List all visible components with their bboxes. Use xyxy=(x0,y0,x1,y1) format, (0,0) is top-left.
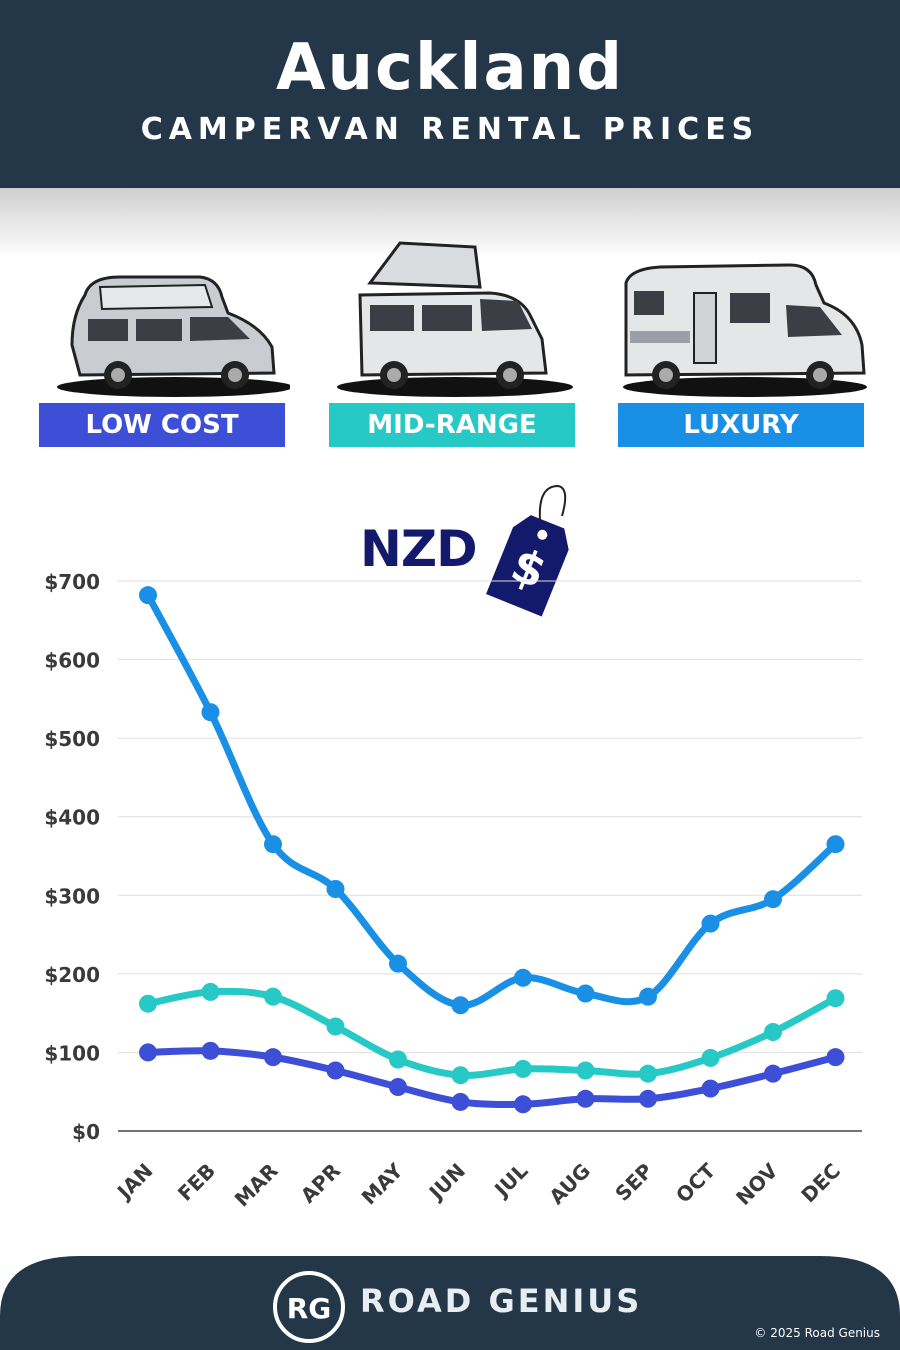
x-tick-label: DEC xyxy=(796,1159,845,1208)
y-tick-label: $600 xyxy=(44,649,100,673)
data-point xyxy=(389,1050,407,1069)
y-tick-label: $300 xyxy=(44,884,100,908)
currency-label: NZD xyxy=(360,520,478,578)
badge-mid-range-label: MID-RANGE xyxy=(367,410,537,440)
page-subtitle: CAMPERVAN RENTAL PRICES xyxy=(140,112,760,147)
y-tick-label: $500 xyxy=(44,727,100,751)
data-point xyxy=(701,1079,720,1098)
x-tick-label: AUG xyxy=(544,1159,595,1210)
data-point xyxy=(451,996,470,1015)
data-point xyxy=(576,1061,595,1080)
y-tick-label: $100 xyxy=(44,1041,100,1065)
footer-brand: ROAD GENIUS xyxy=(360,1282,643,1320)
x-tick-label: JUL xyxy=(488,1158,532,1202)
data-point xyxy=(514,1095,532,1114)
badge-low-cost-label: LOW COST xyxy=(85,410,239,440)
series-line-luxury xyxy=(144,591,839,1009)
data-point xyxy=(201,982,220,1001)
footer-banner xyxy=(0,1256,900,1350)
price-tag-icon: $ xyxy=(486,484,569,617)
badge-low-cost: LOW COST xyxy=(39,403,285,447)
y-tick-label: $400 xyxy=(44,806,100,830)
data-point xyxy=(139,994,157,1013)
data-point xyxy=(701,1048,720,1067)
data-point xyxy=(201,703,220,722)
data-point xyxy=(139,1043,157,1062)
data-point xyxy=(576,984,595,1003)
data-point xyxy=(139,586,157,605)
x-tick-label: FEB xyxy=(173,1159,220,1206)
logo-text: RG xyxy=(287,1292,332,1325)
y-tick-label: $700 xyxy=(44,570,100,594)
luxury-motorhome-icon xyxy=(623,263,867,397)
series-line-low-cost xyxy=(144,1047,839,1109)
series-line-mid-range xyxy=(144,987,839,1079)
data-point xyxy=(264,835,282,854)
data-point xyxy=(326,1061,345,1080)
data-point xyxy=(264,1048,282,1067)
data-point xyxy=(639,1064,657,1083)
price-line-chart: $0 $100 $200 $300 $400 $500 $600 $700 JAN FEB MAR… xyxy=(44,570,862,1212)
x-tick-label: MAY xyxy=(357,1158,408,1209)
data-point xyxy=(639,1089,657,1108)
data-point xyxy=(514,968,532,987)
data-point xyxy=(826,1048,845,1067)
data-point xyxy=(201,1041,220,1060)
x-tick-label: SEP xyxy=(610,1159,657,1206)
mid-range-van-icon xyxy=(337,241,573,397)
data-point xyxy=(764,1064,782,1083)
x-tick-label: NOV xyxy=(731,1158,783,1210)
data-point xyxy=(326,880,345,898)
data-point xyxy=(264,987,282,1006)
x-tick-label: MAR xyxy=(230,1159,283,1212)
data-point xyxy=(389,1078,407,1096)
data-point xyxy=(826,989,845,1008)
road-genius-logo-icon: RG xyxy=(273,1271,345,1343)
copyright-text: © 2025 Road Genius xyxy=(754,1326,880,1340)
y-tick-label: $200 xyxy=(44,963,100,987)
x-tick-label: OCT xyxy=(671,1158,720,1207)
data-point xyxy=(701,914,720,933)
page-title: Auckland xyxy=(275,31,625,105)
data-point xyxy=(764,1023,782,1041)
badge-luxury: LUXURY xyxy=(618,403,864,447)
x-tick-label: JUN xyxy=(423,1159,470,1206)
data-point xyxy=(326,1017,345,1036)
x-tick-label: APR xyxy=(296,1159,345,1208)
data-point xyxy=(389,954,407,973)
badge-mid-range: MID-RANGE xyxy=(329,403,575,447)
header-banner xyxy=(0,0,900,188)
data-point xyxy=(514,1059,532,1078)
low-cost-van-icon xyxy=(57,275,290,397)
y-tick-label: $0 xyxy=(72,1120,100,1144)
data-point xyxy=(451,1066,470,1085)
data-point xyxy=(451,1092,470,1111)
data-point xyxy=(764,890,782,909)
badge-luxury-label: LUXURY xyxy=(683,410,799,440)
data-point xyxy=(576,1089,595,1108)
data-point xyxy=(826,835,845,854)
x-tick-label: JAN xyxy=(111,1159,157,1205)
data-point xyxy=(639,987,657,1006)
